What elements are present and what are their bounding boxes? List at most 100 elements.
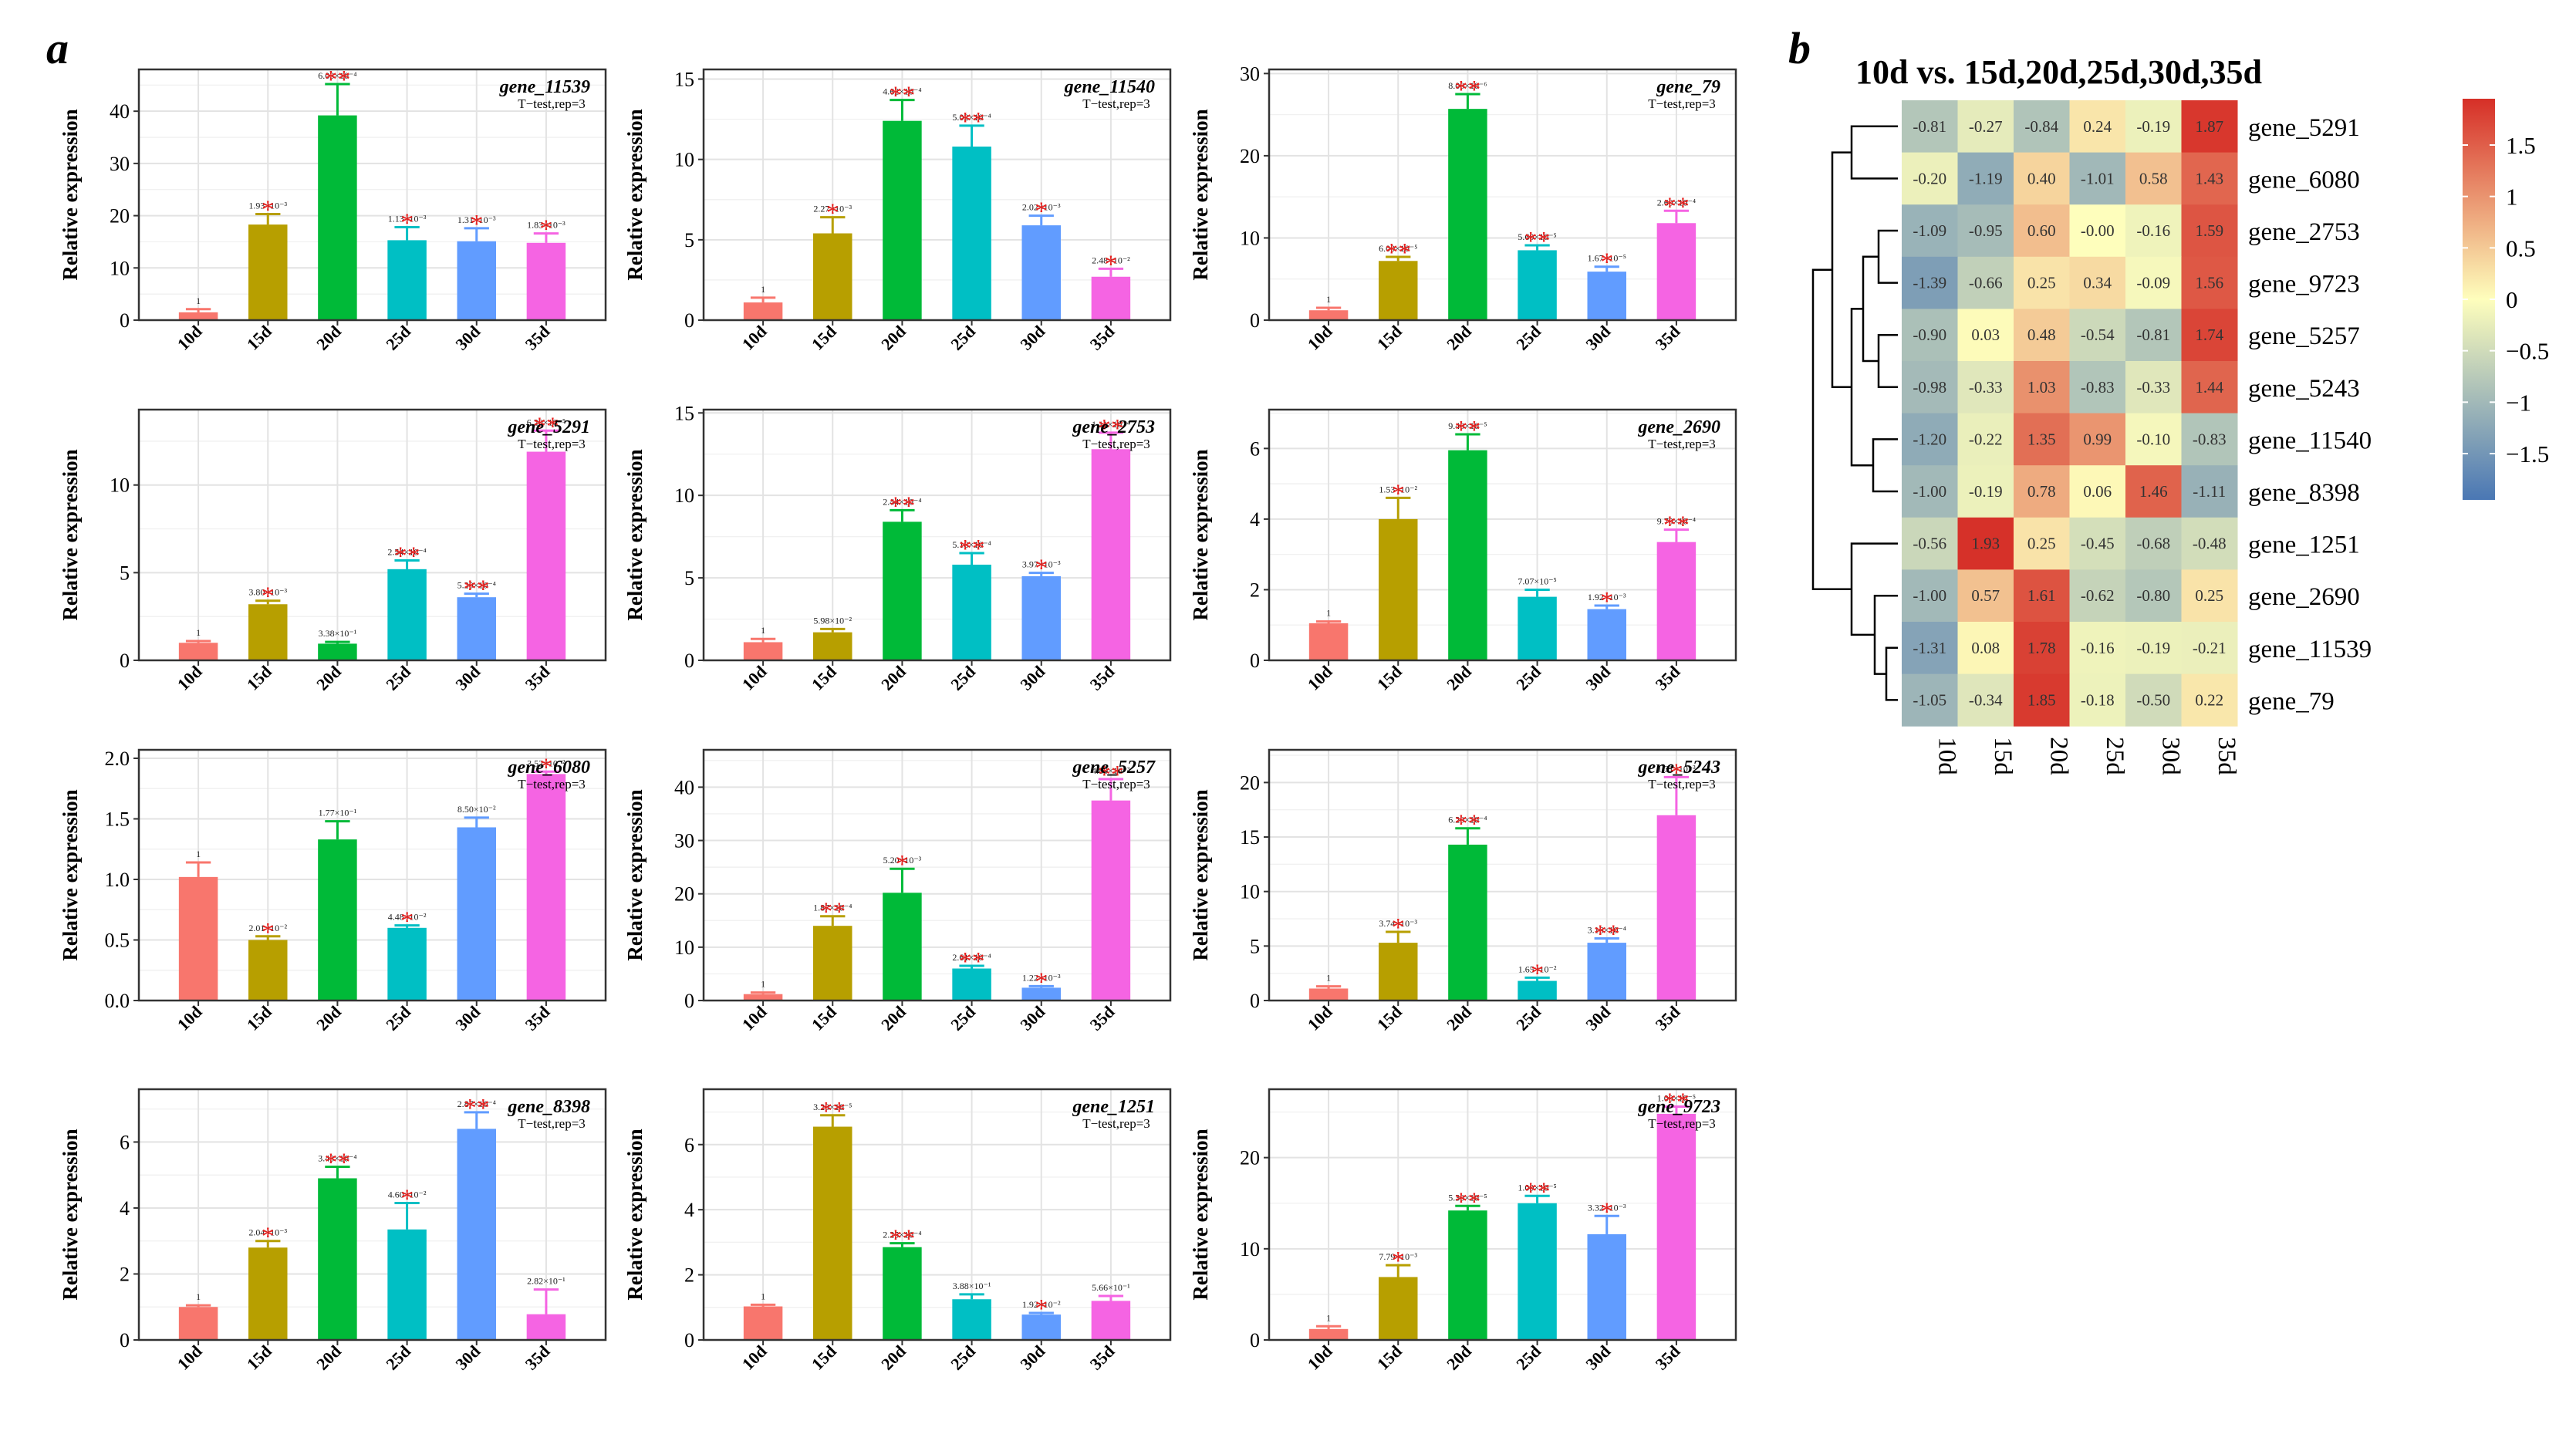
heatmap-cell-value: 1.43 (2195, 169, 2223, 187)
bar-35d (526, 451, 566, 660)
heatmap-cell-value: 1.35 (2027, 430, 2056, 448)
heatmap-cell-value: -0.80 (2136, 586, 2170, 605)
y-tick-label: 20 (1240, 1147, 1260, 1169)
x-tick-label: 20d (312, 322, 345, 354)
x-tick-label: 10d (174, 662, 206, 694)
heatmap-cell (2125, 204, 2182, 258)
significance-stars: * (1600, 1197, 1613, 1226)
gene-title: gene_6080 (507, 758, 590, 778)
y-tick-label: 10 (674, 936, 694, 959)
gene-title: gene_9723 (1637, 1097, 1720, 1117)
y-tick-label: 40 (110, 100, 130, 123)
legend-tick-label: 0.5 (2506, 235, 2536, 262)
heatmap-cell (1957, 517, 2014, 570)
p-value-label: 7.79×10⁻³ (1379, 1251, 1417, 1262)
heatmap-row-label: gene_8398 (2248, 479, 2360, 507)
plot-border (137, 1088, 607, 1341)
bar-chart-gene_9723: 110d7.79×10⁻³*15d5.30×10⁻⁵**20d1.00×10⁻⁵… (1189, 1088, 1737, 1374)
heatmap-cell (2125, 152, 2182, 205)
x-tick-label: 15d (808, 662, 840, 694)
significance-stars: ** (1454, 810, 1480, 839)
bar-35d (526, 1314, 566, 1340)
heatmap-cell-value: 0.06 (2083, 482, 2112, 501)
x-tick-label: 20d (312, 1002, 345, 1034)
x-tick-label: 30d (1582, 322, 1614, 354)
significance-stars: ** (1098, 761, 1124, 789)
heatmap-row-label: gene_5291 (2248, 114, 2360, 142)
x-tick-label: 15d (243, 662, 275, 694)
p-value-label: 9.70×10⁻⁴ (1657, 516, 1696, 527)
significance-stars: * (400, 208, 414, 237)
significance-stars: ** (1663, 1088, 1690, 1116)
x-tick-label: 30d (1016, 1341, 1048, 1374)
heatmap-cell (1957, 361, 2014, 414)
bar-chart-gene_11539: 110d1.93×10⁻³*15d6.03×10⁻⁴**20d1.13×10⁻³… (59, 66, 607, 354)
y-tick-label: 10 (1240, 1238, 1260, 1260)
heatmap-cell (2069, 413, 2126, 466)
x-tick-label: 15d (243, 1002, 275, 1034)
y-axis-label: Relative expression (59, 1129, 82, 1300)
p-value-label: 1 (1326, 973, 1331, 984)
heatmap-cell-value: 0.08 (1971, 639, 2000, 657)
heatmap-cell-value: -0.33 (2136, 378, 2170, 397)
heatmap-cell (1902, 673, 1958, 727)
bar-20d (1448, 109, 1487, 321)
bar-25d (952, 1299, 991, 1340)
bar-30d (457, 597, 496, 660)
heatmap-cell-value: -0.68 (2136, 535, 2170, 553)
bar-10d (1308, 988, 1349, 1001)
x-tick-label: 10d (1304, 1002, 1336, 1034)
bar-20d (318, 643, 357, 660)
heatmap-cell-value: 1.74 (2195, 326, 2223, 344)
heatmap-title: 10d vs. 15d,20d,25d,30d,35d (1855, 53, 2262, 91)
y-tick-label: 10 (1240, 881, 1260, 903)
significance-stars: * (1600, 248, 1613, 277)
test-annotation: T−test,rep=3 (518, 437, 586, 451)
dendrogram-branch (1811, 268, 1852, 590)
bar-15d (1379, 261, 1418, 320)
bar-10d (743, 302, 783, 320)
bar-10d (178, 1307, 218, 1340)
heatmap-cell (2181, 517, 2238, 570)
heatmap-cell-value: -0.48 (2193, 535, 2227, 553)
heatmap-cell-value: 0.40 (2027, 169, 2056, 187)
x-tick-label: 10d (738, 1002, 771, 1034)
plot-border (1268, 408, 1737, 662)
heatmap-cell (2069, 361, 2126, 414)
heatmap-cell-value: -0.62 (2081, 586, 2115, 605)
significance-stars: * (400, 1185, 414, 1213)
heatmap-cell (1902, 517, 1958, 570)
heatmap-cell (2181, 204, 2238, 258)
heatmap-cell-value: 0.24 (2083, 117, 2112, 136)
significance-stars: * (1531, 959, 1544, 987)
p-value-label: 4.48×10⁻² (388, 912, 427, 923)
heatmap-cell-value: 1.78 (2027, 639, 2056, 657)
p-value-label: 2.25×10⁻⁴ (883, 1230, 921, 1240)
bar-25d (1518, 596, 1557, 660)
y-tick-label: 10 (674, 484, 694, 507)
test-annotation: T−test,rep=3 (1082, 437, 1150, 451)
x-tick-label: 20d (312, 1341, 345, 1374)
significance-stars: ** (889, 1225, 915, 1254)
y-tick-label: 5 (1250, 935, 1260, 957)
plot-border (137, 408, 607, 662)
bar-10d (178, 312, 218, 320)
test-annotation: T−test,rep=3 (1082, 1116, 1150, 1131)
y-tick-label: 30 (110, 153, 130, 175)
x-tick-label: 25d (382, 322, 414, 354)
heatmap-cell (2069, 256, 2126, 309)
heatmap-cell-value: -0.84 (2024, 117, 2058, 136)
p-value-label: 3.97×10⁻³ (1022, 559, 1061, 570)
bar-30d (1587, 609, 1626, 660)
heatmap-cell-value: -1.00 (1913, 482, 1946, 501)
significance-stars: * (1392, 479, 1405, 508)
p-value-label: 1.67×10⁻⁵ (1588, 253, 1626, 264)
heatmap-cell (2125, 517, 2182, 570)
x-tick-label: 20d (1443, 662, 1475, 694)
heatmap-cell-value: -0.22 (1969, 430, 2003, 448)
heatmap-cell-value: 0.25 (2027, 274, 2056, 292)
p-value-label: 3.32×10⁻³ (1588, 1202, 1626, 1213)
bar-30d (1587, 1233, 1626, 1340)
bar-10d (178, 643, 218, 660)
